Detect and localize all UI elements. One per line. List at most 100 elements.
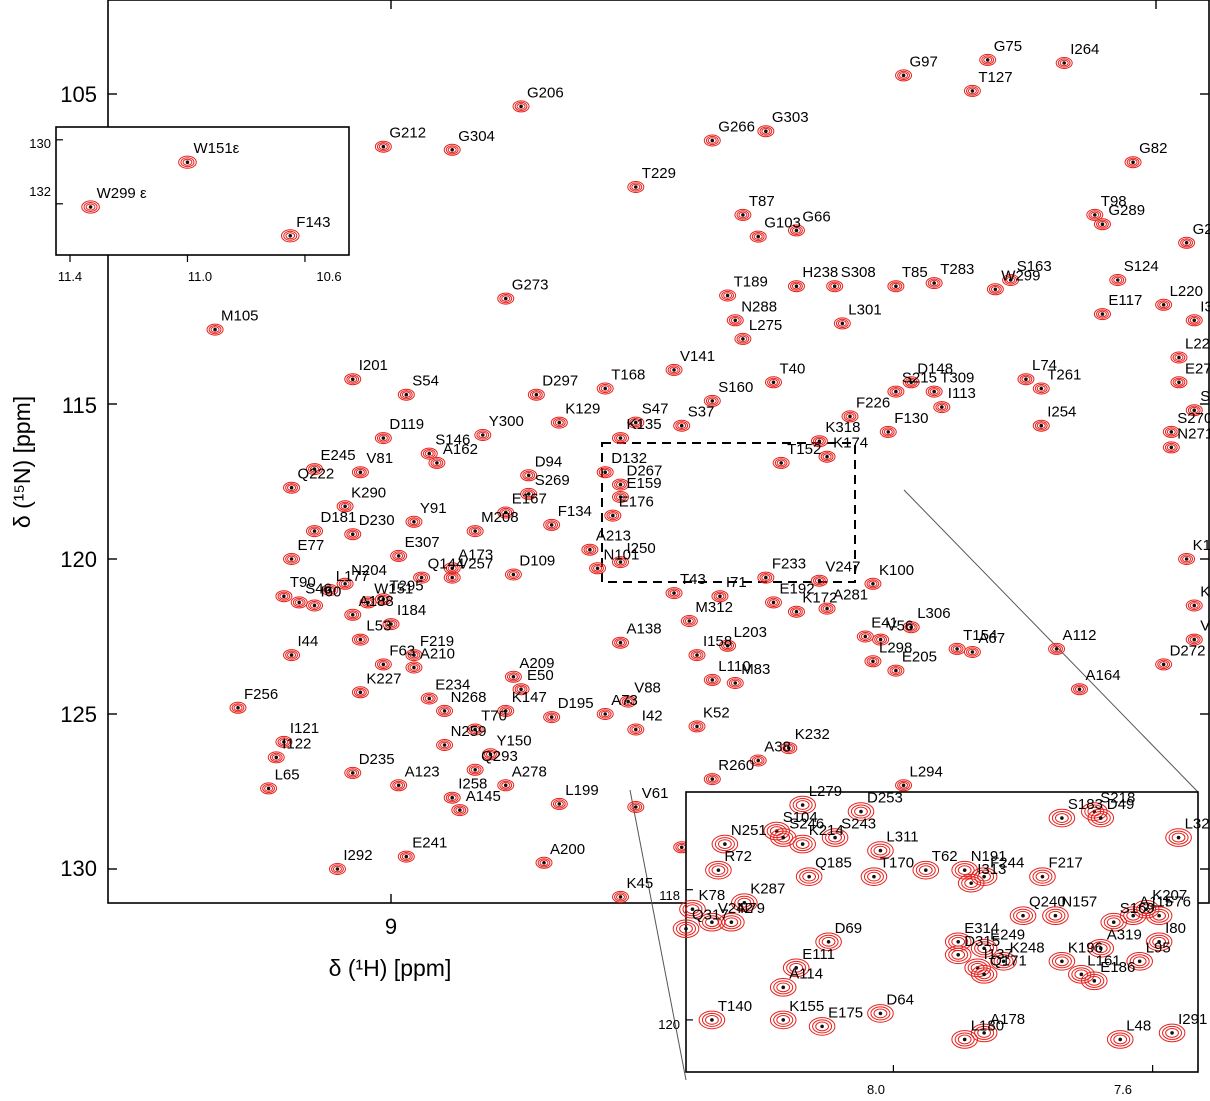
peak-marker: [1087, 938, 1115, 958]
peak-center: [909, 380, 913, 385]
peak-center: [1100, 312, 1105, 316]
peak-label: Y150: [497, 732, 532, 749]
peak-contour: [772, 456, 790, 469]
peak-contour: [430, 458, 444, 468]
peak-center: [690, 907, 695, 912]
peak-marker: [466, 723, 484, 736]
peak-contour: [537, 858, 551, 868]
peak-marker: [1109, 274, 1127, 286]
peak-center: [1053, 913, 1058, 918]
peak-contour: [445, 145, 459, 155]
peak-contour: [818, 934, 839, 949]
peak-center: [1192, 318, 1197, 323]
peak-marker: [970, 938, 998, 958]
peak-contour: [830, 282, 840, 290]
peak-contour: [1032, 382, 1050, 395]
peak-marker: [543, 518, 561, 531]
peak-contour: [614, 492, 627, 502]
peak-contour: [802, 871, 817, 882]
peak-center: [350, 377, 355, 382]
peak-marker: [718, 912, 745, 932]
peak-contour: [612, 432, 629, 445]
peak-contour: [420, 447, 438, 460]
peak-marker: [1170, 351, 1188, 364]
peak-marker: [1106, 1030, 1134, 1049]
peak-contour: [306, 463, 323, 476]
peak-center: [1192, 408, 1197, 413]
peak-marker: [895, 779, 913, 792]
peak-contour: [1109, 274, 1127, 286]
peak-label: K227: [366, 670, 401, 687]
peak-contour: [724, 917, 739, 928]
peak-label: S146: [435, 432, 470, 449]
peak-marker: [497, 779, 515, 792]
peak-marker: [864, 655, 882, 668]
peak-contour: [206, 323, 224, 336]
peak-contour: [677, 422, 687, 430]
peak-contour: [277, 591, 291, 601]
peak-label: Q240: [1029, 894, 1066, 911]
peak-marker: [769, 978, 797, 997]
peak-center: [634, 185, 638, 189]
peak-marker: [390, 549, 408, 562]
peak-contour: [397, 850, 415, 863]
peak-label: M83: [741, 661, 770, 678]
peak-contour: [879, 425, 897, 438]
peak-contour: [614, 433, 627, 443]
peak-center: [381, 662, 386, 667]
peak-contour: [981, 55, 995, 65]
peak-label: I122: [282, 735, 311, 752]
peak-marker: [481, 748, 499, 761]
peak-center: [366, 600, 370, 605]
peak-label: W151: [374, 580, 413, 597]
peak-contour: [889, 387, 903, 397]
peak-marker: [504, 670, 522, 683]
peak-label: S47: [642, 401, 669, 418]
peak-contour: [841, 410, 859, 423]
peak-marker: [443, 791, 461, 804]
peak-contour: [392, 551, 406, 561]
peak-label: L275: [749, 317, 782, 334]
peak-contour: [1168, 830, 1189, 845]
peak-contour: [1111, 275, 1125, 285]
peak-marker: [1126, 952, 1153, 971]
peak-contour: [813, 436, 826, 446]
peak-center: [729, 920, 734, 925]
peak-contour: [499, 507, 513, 518]
peak-contour: [524, 472, 534, 479]
peak-contour: [598, 383, 612, 394]
peak-contour: [392, 780, 406, 790]
peak-label: V242: [718, 900, 753, 917]
y-tick-label: 132: [29, 184, 51, 199]
peak-contour: [738, 335, 748, 343]
peak-contour: [1073, 684, 1086, 694]
peak-contour: [422, 693, 436, 704]
peak-label: A281: [833, 587, 868, 604]
peak-contour: [951, 1030, 978, 1049]
peak-label: F76: [1165, 894, 1191, 911]
peak-contour: [550, 797, 568, 810]
peak-contour: [1019, 374, 1033, 384]
peak-contour: [501, 509, 511, 516]
peak-label: T127: [978, 69, 1012, 86]
peak-center: [1176, 835, 1181, 840]
peak-contour: [627, 181, 645, 193]
peak-center: [1098, 946, 1103, 951]
peak-label: T85: [902, 264, 928, 281]
peak-marker: [719, 289, 737, 302]
peak-contour: [501, 782, 511, 789]
peak-contour: [825, 830, 846, 845]
peak-contour: [757, 125, 775, 138]
peak-label: L294: [910, 763, 943, 780]
peak-marker: [1029, 867, 1056, 886]
peak-contour: [1106, 1030, 1134, 1049]
peak-label: S160: [718, 379, 753, 396]
peak-contour: [791, 608, 801, 616]
peak-center: [404, 854, 409, 859]
peak-label: D132: [611, 450, 647, 467]
peak-contour: [957, 873, 985, 893]
peak-contour: [1185, 314, 1203, 327]
peak-contour: [612, 636, 629, 649]
peak-center: [1039, 423, 1044, 428]
peak-center: [185, 160, 190, 164]
